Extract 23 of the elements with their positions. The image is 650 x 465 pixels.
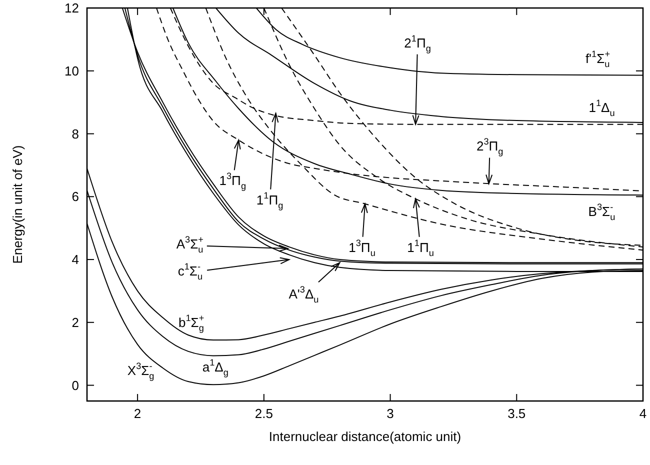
annotation: A'$^{3}$Δ$_{u}$: [288, 285, 319, 306]
annotation: 1$^{3}$Π$_{u}$: [348, 238, 376, 258]
annotation: 1$^{1}$Π$_{g}$: [256, 190, 284, 211]
y-tick-label: 8: [72, 126, 79, 142]
annotation: 2$^{3}$Π$_{g}$: [476, 137, 504, 158]
x-tick-label: 3.5: [508, 406, 526, 421]
x-tick-label: 2: [134, 406, 142, 421]
x-tick-label: 2.5: [254, 406, 273, 421]
annotation: 1$^{1}$Π$_{u}$: [407, 238, 434, 258]
x-tick-label: 3: [386, 406, 394, 421]
y-tick-label: 4: [72, 252, 79, 268]
annotation: 2$^{1}$Π$_{g}$: [404, 34, 431, 54]
annotation: 1$^{1}$Δ$_{u}$: [588, 98, 615, 119]
x-tick-label: 4: [639, 406, 647, 421]
y-tick-label: 2: [72, 314, 79, 330]
y-tick-label: 12: [64, 0, 79, 16]
annotation: 1$^{3}$Π$_{g}$: [219, 171, 246, 192]
y-axis-title: Energy(in unit of eV): [10, 145, 25, 264]
x-axis-title: Internuclear distance(atomic unit): [268, 429, 462, 444]
y-tick-label: 10: [64, 63, 79, 78]
annotation: a$^{1}$Δ$_{g}$: [202, 358, 228, 378]
y-tick-label: 6: [72, 189, 79, 204]
y-tick-label: 0: [72, 378, 79, 393]
